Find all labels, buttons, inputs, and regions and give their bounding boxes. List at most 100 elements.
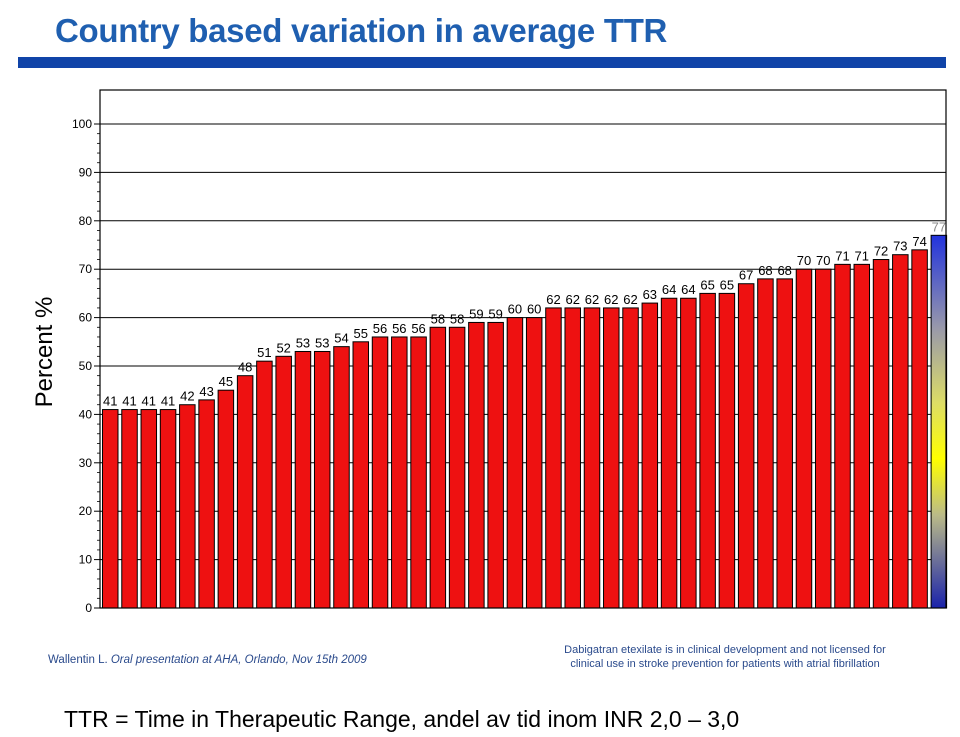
- bar-highlighted: [930, 234, 948, 609]
- bar-value-label: 55: [354, 326, 368, 341]
- bar-value-label: 54: [334, 331, 348, 346]
- ttr-definition-caption: TTR = Time in Therapeutic Range, andel a…: [64, 706, 740, 732]
- disclaimer: Dabigatran etexilate is in clinical deve…: [520, 643, 930, 671]
- bar-value-label: 68: [777, 263, 791, 278]
- bar-value-label: 41: [142, 394, 156, 409]
- bar: [179, 404, 196, 609]
- bar: [795, 268, 813, 609]
- bar-value-label: 71: [855, 248, 869, 263]
- y-tick-label: 50: [79, 359, 93, 373]
- slide-title: Country based variation in average TTR: [55, 12, 668, 49]
- bar: [911, 249, 928, 609]
- bar: [737, 283, 755, 609]
- bar: [468, 321, 485, 609]
- bar-value-label: 62: [604, 292, 618, 307]
- bar-value-label: 59: [469, 306, 483, 321]
- bar-chart: 41 41 41 41 42 43 45 48 51 52 53 53 54 55 56 56 56 58 58 59…: [31, 89, 948, 615]
- bar-value-label: 74: [912, 234, 926, 249]
- bar: [699, 292, 716, 609]
- bar-value-label: 58: [431, 311, 445, 326]
- y-tick-label: 40: [79, 407, 93, 421]
- bar: [622, 307, 639, 609]
- bar: [718, 292, 736, 609]
- disclaimer-line-2: clinical use in stroke prevention for pa…: [570, 658, 880, 670]
- bar-value-label: 63: [643, 287, 657, 302]
- source-detail: Oral presentation at AHA, Orlando, Nov 1…: [110, 654, 367, 666]
- bar: [506, 317, 524, 609]
- bar-value-label: 41: [161, 394, 175, 409]
- bar: [583, 307, 601, 609]
- bar: [834, 263, 851, 609]
- bar-value-label: 53: [296, 335, 310, 350]
- bar-value-label: 56: [392, 321, 406, 336]
- bar: [892, 254, 909, 609]
- bar-value-label: 48: [238, 360, 252, 375]
- y-tick-label: 10: [79, 553, 93, 567]
- bar: [525, 317, 543, 609]
- y-tick-label: 100: [72, 117, 92, 131]
- bar: [352, 341, 370, 609]
- bar-value-label: 59: [488, 306, 502, 321]
- bar-value-label: 73: [893, 239, 907, 254]
- bar: [159, 409, 177, 609]
- bar-value-label: 51: [257, 345, 271, 360]
- bar: [680, 297, 697, 609]
- y-tick-label: 20: [79, 504, 93, 518]
- bar-value-label: 62: [623, 292, 637, 307]
- bar: [236, 375, 254, 609]
- bar-value-label: 58: [450, 311, 464, 326]
- y-tick-label: 70: [79, 262, 93, 276]
- bar: [198, 399, 215, 609]
- y-tick-label: 90: [79, 165, 93, 179]
- bar-value-label: 65: [700, 277, 714, 292]
- bar: [410, 336, 427, 609]
- bar-layer: [102, 234, 948, 609]
- bar-value-label: 56: [411, 321, 425, 336]
- bar-value-label: 41: [103, 394, 117, 409]
- bar: [603, 307, 620, 609]
- bar: [429, 326, 447, 609]
- bar: [294, 350, 312, 609]
- y-tick-label: 30: [79, 456, 93, 470]
- bar-value-label: 64: [681, 282, 695, 297]
- label-layer: 41 41 41 41 42 43 45 48 51 52 53 53 54 55 56 56 56 58 58 59…: [103, 219, 946, 408]
- bar-value-label: 45: [219, 374, 233, 389]
- title-underline: [18, 57, 946, 68]
- bar-value-label: 62: [546, 292, 560, 307]
- bar-value-label: 64: [662, 282, 676, 297]
- bar: [217, 389, 235, 609]
- bar: [853, 263, 871, 609]
- bar: [487, 321, 504, 609]
- bar-value-label: 60: [508, 302, 522, 317]
- bar: [814, 268, 832, 609]
- bar-value-label: 52: [276, 340, 290, 355]
- bar: [757, 278, 774, 609]
- bar-value-label: 67: [739, 268, 753, 283]
- source-author: Wallentin L.: [48, 654, 108, 666]
- bar-value-label: 68: [758, 263, 772, 278]
- bar: [872, 259, 890, 609]
- bar-value-label: 43: [199, 384, 213, 399]
- bar-value-label: 77: [932, 219, 946, 234]
- bar: [545, 307, 562, 609]
- bar-value-label: 65: [720, 277, 734, 292]
- bar-value-label: 62: [585, 292, 599, 307]
- bar: [448, 326, 466, 609]
- y-tick-label: 60: [79, 311, 93, 325]
- y-axis-label: Percent %: [31, 297, 58, 408]
- bar-value-label: 42: [180, 389, 194, 404]
- bar: [275, 355, 292, 609]
- bar: [333, 346, 350, 609]
- bar: [776, 278, 793, 609]
- bar-value-label: 53: [315, 335, 329, 350]
- plot-frame: [99, 89, 947, 609]
- bar-value-label: 70: [816, 253, 830, 268]
- axis-layer: 0 10 20 30 40 50 60 70 80 90 100 Percent %: [31, 89, 947, 615]
- y-tick-label: 80: [79, 214, 93, 228]
- y-tick-label: 0: [85, 601, 92, 615]
- bar-value-label: 71: [835, 248, 849, 263]
- bar: [256, 360, 273, 609]
- bar: [371, 336, 389, 609]
- disclaimer-line-1: Dabigatran etexilate is in clinical deve…: [564, 644, 886, 656]
- bar: [121, 409, 138, 609]
